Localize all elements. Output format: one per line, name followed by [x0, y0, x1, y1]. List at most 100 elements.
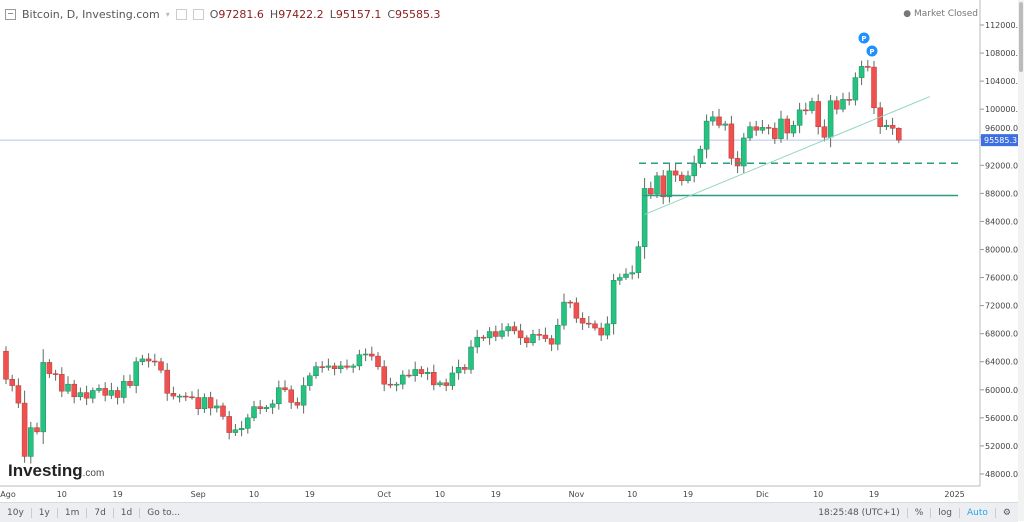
candle-up — [251, 406, 257, 419]
x-tick-label: 10 — [57, 490, 67, 499]
price-chart[interactable]: 112000.0 108000.0 104000.0 100000.0 96000.0 9… — [0, 0, 1018, 502]
candle-down — [387, 383, 394, 386]
candle-up — [176, 395, 183, 398]
candle-up — [840, 99, 846, 110]
candle-up — [325, 365, 332, 368]
candle-down — [15, 385, 22, 404]
candle-up — [617, 277, 623, 281]
x-tick-label: Sep — [191, 490, 206, 499]
candle-down — [164, 369, 170, 394]
x-tick-label: Dic — [756, 490, 769, 499]
settings-icon[interactable] — [192, 9, 204, 20]
candle-up — [121, 381, 127, 398]
x-tick-label: 19 — [113, 490, 123, 499]
candle-down — [548, 338, 555, 345]
candle-down — [815, 101, 821, 127]
candle-up — [65, 383, 71, 392]
candle-down — [207, 397, 214, 409]
candle-down — [21, 402, 28, 457]
x-tick-label: 10 — [813, 490, 823, 499]
candle-down — [679, 174, 685, 181]
candle-down — [257, 406, 263, 409]
range-1m[interactable]: 1m — [58, 507, 88, 518]
y-tick-label: 60000.0 — [985, 386, 1018, 395]
log-toggle[interactable]: log — [931, 507, 961, 518]
candle-down — [369, 353, 375, 357]
candle-up — [654, 175, 660, 195]
candle-down — [542, 334, 549, 339]
candle-up — [623, 273, 629, 278]
candle-down — [846, 99, 852, 101]
candle-up — [858, 66, 865, 78]
candle-up — [474, 336, 480, 348]
collapse-icon[interactable]: − — [5, 9, 16, 20]
bottom-toolbar: 10y 1y 1m 7d 1d Go to... 18:25:48 (UTC+1… — [0, 502, 1018, 522]
range-10y[interactable]: 10y — [0, 507, 32, 518]
goto-button[interactable]: Go to... — [147, 507, 181, 518]
candle-down — [418, 369, 425, 374]
y-tick-label: 96000.0 — [985, 124, 1018, 133]
candle-up — [424, 371, 431, 374]
y-tick-label: 68000.0 — [985, 330, 1018, 339]
candle-down — [152, 360, 158, 363]
candle-up — [245, 417, 251, 429]
dropdown-icon[interactable]: ▾ — [165, 10, 170, 19]
candle-down — [567, 301, 573, 304]
candle-up — [666, 170, 673, 198]
scrollbar[interactable] — [1018, 0, 1024, 521]
gear-icon[interactable]: ⚙ — [1002, 507, 1011, 518]
candle-down — [896, 127, 902, 141]
candle-up — [610, 280, 617, 325]
range-1d[interactable]: 1d — [114, 507, 141, 518]
candle-up — [703, 120, 710, 150]
candle-down — [226, 416, 232, 433]
candle-up — [790, 125, 797, 134]
candle-down — [772, 127, 778, 139]
candle-up — [437, 382, 443, 386]
auto-toggle[interactable]: Auto — [960, 507, 996, 518]
candle-down — [344, 365, 350, 368]
candle-up — [96, 388, 102, 391]
candle-down — [9, 379, 15, 386]
candle-down — [375, 355, 381, 367]
range-1y[interactable]: 1y — [32, 507, 58, 518]
candle-down — [579, 317, 586, 324]
candle-down — [288, 389, 294, 403]
candle-down — [83, 392, 90, 399]
range-7d[interactable]: 7d — [87, 507, 114, 518]
y-tick-label: 56000.0 — [985, 414, 1018, 423]
x-tick-label: 19 — [491, 490, 501, 499]
y-tick-label: 76000.0 — [985, 274, 1018, 283]
candle-down — [834, 100, 840, 110]
current-price-label: 95585.3 — [984, 136, 1017, 145]
candle-up — [238, 428, 245, 431]
candle-down — [753, 126, 759, 131]
candle-down — [660, 175, 666, 198]
candle-up — [486, 331, 493, 339]
candle-down — [183, 395, 189, 398]
current-price-tag — [981, 134, 1018, 147]
candle-up — [356, 354, 363, 367]
candle-down — [127, 381, 133, 386]
candle-up — [722, 123, 728, 126]
candle-down — [282, 387, 288, 391]
candle-up — [232, 429, 239, 433]
candle-up — [468, 346, 474, 370]
y-tick-label: 52000.0 — [985, 442, 1018, 451]
candle-down — [598, 327, 604, 336]
x-tick-label: 19 — [305, 490, 315, 499]
candle-up — [90, 390, 96, 399]
candle-down — [34, 427, 40, 433]
candle-down — [71, 383, 77, 398]
x-tick-label: Oct — [377, 490, 391, 499]
candle-up — [133, 361, 139, 386]
candle-down — [586, 322, 592, 325]
candle-down — [406, 374, 412, 377]
candle-down — [195, 397, 201, 409]
symbol-title[interactable]: Bitcoin, D, Investing.com — [22, 8, 160, 21]
candle-up — [362, 353, 369, 356]
candle-up — [313, 366, 319, 376]
eye-icon[interactable] — [175, 9, 187, 20]
candle-down — [821, 126, 828, 138]
percent-toggle[interactable]: % — [908, 507, 932, 518]
